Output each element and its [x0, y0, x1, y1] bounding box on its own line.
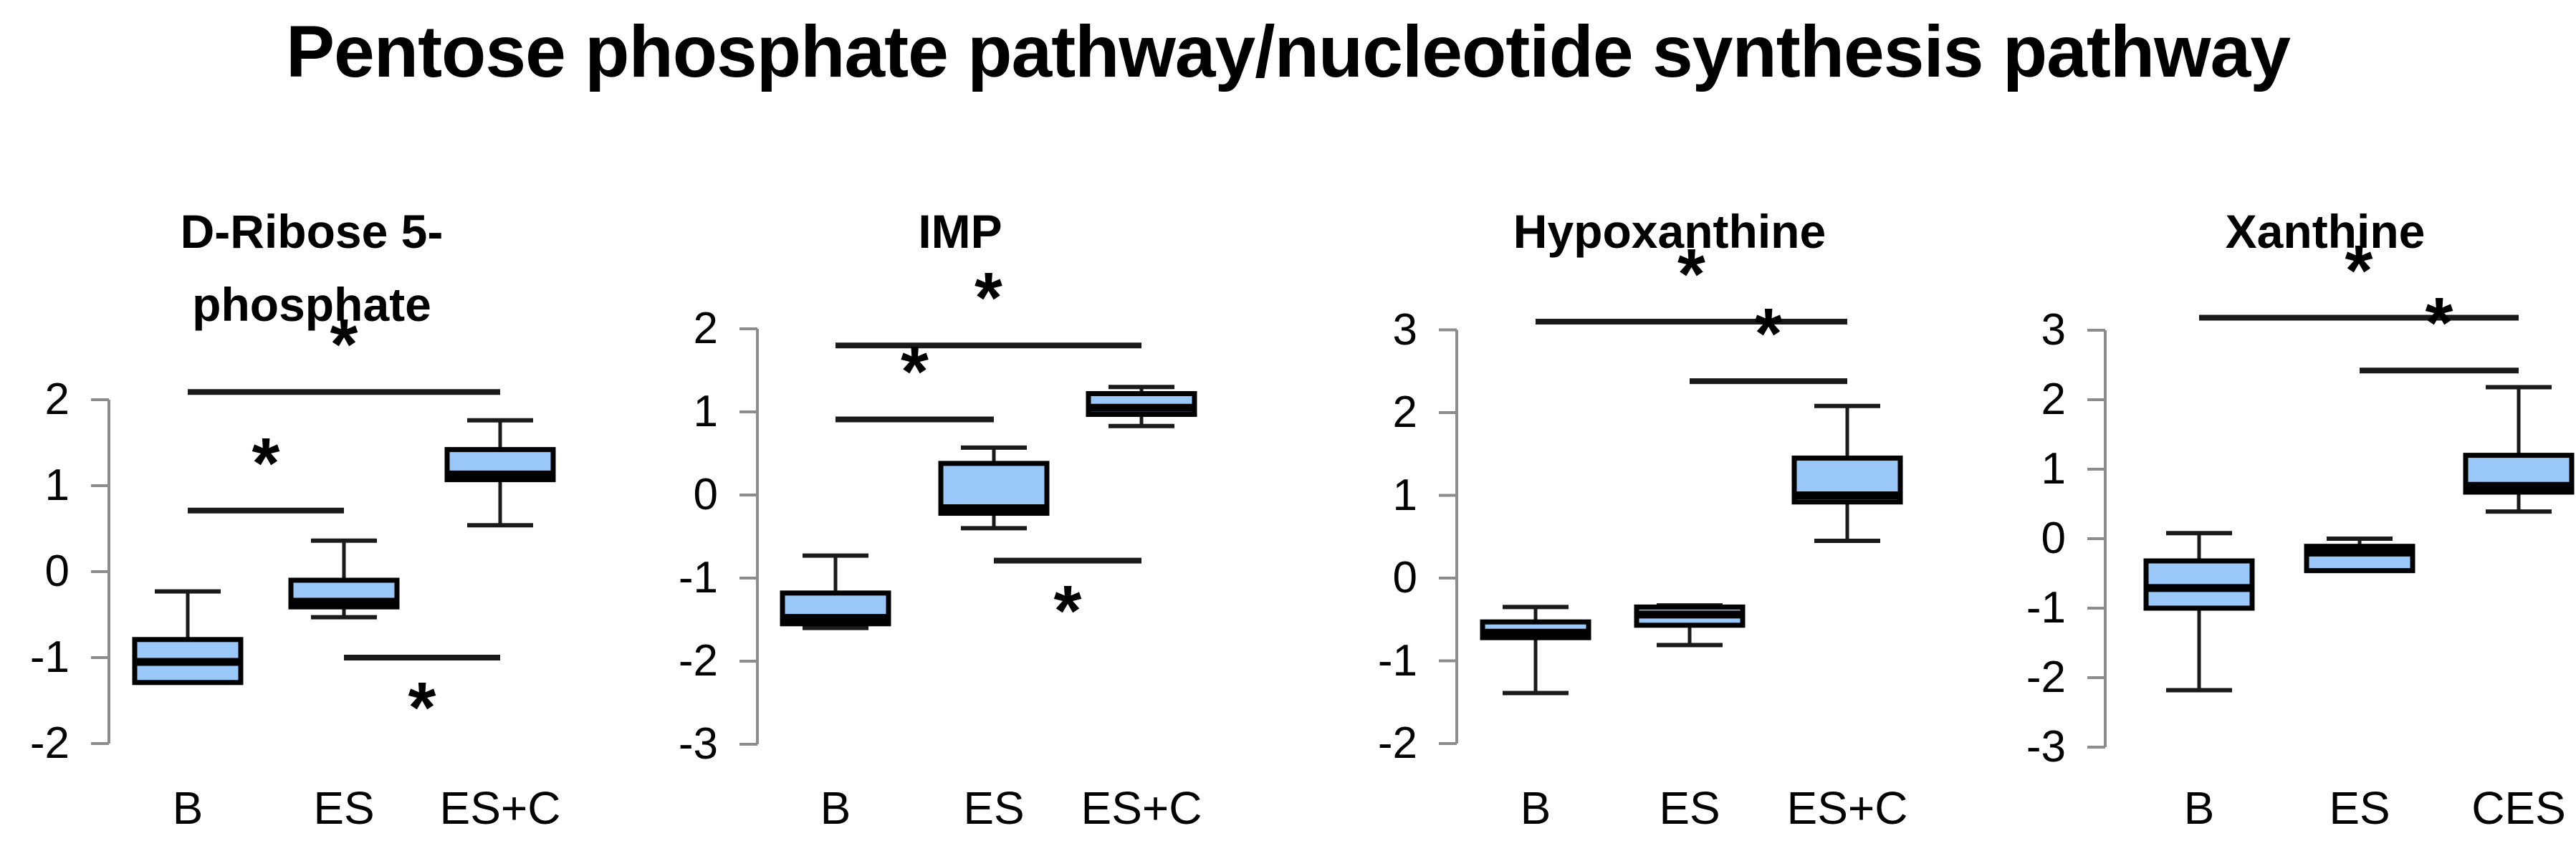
y-tick-label: -2: [678, 636, 718, 686]
y-tick-label: 1: [44, 461, 70, 510]
figure-title: Pentose phosphate pathway/nucleotide syn…: [286, 11, 2291, 92]
significance-star: *: [901, 332, 929, 413]
box-ces-xanthine: [2463, 385, 2575, 514]
category-label-es: ES: [2329, 782, 2390, 834]
category-label-b: B: [1520, 782, 1551, 834]
y-tick-label: 1: [1392, 470, 1417, 520]
y-tick-label: 0: [1392, 553, 1417, 602]
significance-star: *: [1677, 234, 1705, 314]
significance-star: *: [1053, 570, 1082, 651]
subplot-hypoxanthine: [1439, 318, 1903, 745]
subplot-title-hypoxanthine: Hypoxanthine: [1513, 205, 1826, 258]
box-es-hypoxanthine: [1634, 603, 1746, 648]
box-b-hypoxanthine: [1480, 605, 1591, 696]
y-tick-label: 1: [693, 387, 718, 436]
y-tick-label: 2: [1392, 388, 1417, 437]
category-label-ces: CES: [2471, 782, 2566, 834]
y-tick-label: -3: [2026, 722, 2066, 771]
category-label-b: B: [820, 782, 851, 834]
y-tick-label: 1: [2041, 444, 2066, 494]
y-axis: [1439, 328, 1458, 745]
box-es-xanthine: [2304, 537, 2415, 574]
y-tick-label: -2: [29, 718, 70, 768]
category-label-es-c: ES+C: [1786, 782, 1908, 834]
subplot-title-d-ribose-5-phosphate: D-Ribose 5- phosphate: [180, 205, 444, 332]
category-label-b: B: [2183, 782, 2215, 834]
box-es-c-d-ribose-5-phosphate: [444, 418, 556, 528]
category-label-es: ES: [963, 782, 1025, 834]
significance-star: *: [975, 258, 1002, 339]
box-b-d-ribose-5-phosphate: [132, 589, 244, 686]
y-tick-label: 2: [693, 304, 718, 353]
box-es-c-hypoxanthine: [1791, 403, 1903, 544]
y-tick-label: 3: [2041, 305, 2066, 355]
box-es-c-imp: [1086, 385, 1197, 428]
category-label-es: ES: [1659, 782, 1720, 834]
subplot-imp: [739, 327, 1197, 746]
box-b-xanthine: [2143, 531, 2255, 693]
y-tick-label: 0: [2041, 514, 2066, 563]
subplot-d-ribose-5-phosphate: [91, 389, 556, 745]
significance-star: *: [330, 304, 358, 385]
y-axis: [2087, 329, 2107, 749]
box-es-d-ribose-5-phosphate: [288, 538, 400, 620]
y-tick-label: 3: [1392, 304, 1417, 355]
y-axis: [739, 327, 759, 746]
y-tick-label: 2: [2041, 375, 2066, 424]
y-tick-label: 0: [44, 547, 70, 596]
subplot-xanthine: [2087, 314, 2575, 749]
significance-star: *: [2345, 230, 2373, 311]
category-label-es-c: ES+C: [1081, 782, 1202, 834]
y-tick-label: 0: [693, 470, 718, 519]
subplot-title-imp: IMP: [918, 205, 1002, 258]
y-axis: [91, 398, 110, 745]
y-tick-label: 2: [44, 375, 70, 424]
significance-star: *: [2425, 283, 2453, 364]
y-tick-label: -1: [2026, 583, 2066, 633]
y-tick-label: -2: [2026, 653, 2066, 702]
box-b-imp: [780, 553, 891, 630]
category-label-es: ES: [313, 782, 375, 834]
significance-star: *: [1754, 294, 1783, 375]
box-es-imp: [938, 445, 1050, 531]
category-label-es-c: ES+C: [439, 782, 561, 834]
significance-star: *: [408, 668, 436, 748]
y-tick-label: -1: [1377, 635, 1417, 686]
category-label-b: B: [172, 782, 204, 834]
subplot-title-xanthine: Xanthine: [2225, 205, 2426, 258]
y-tick-label: -1: [29, 633, 70, 682]
significance-star: *: [252, 423, 280, 504]
y-tick-label: -1: [678, 553, 718, 602]
y-tick-label: -2: [1377, 718, 1417, 768]
y-tick-label: -3: [678, 719, 718, 769]
